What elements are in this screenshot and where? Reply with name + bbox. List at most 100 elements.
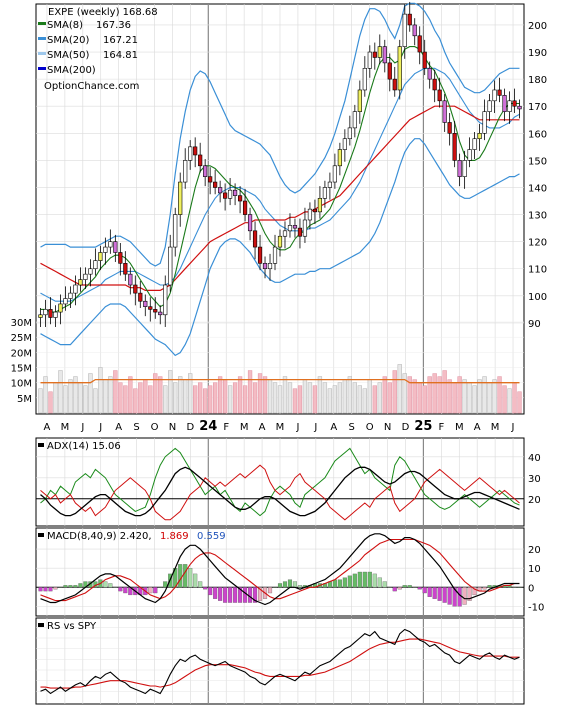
macd-histogram-bar xyxy=(452,587,457,607)
legend-swatch-sma200 xyxy=(38,67,46,70)
macd-histogram-bar xyxy=(297,585,303,588)
macd-histogram-bar xyxy=(103,581,108,588)
candle-body xyxy=(482,111,487,134)
volume-bar xyxy=(247,370,253,414)
macd-histogram-bar xyxy=(487,585,492,588)
volume-bar xyxy=(58,370,63,414)
candle-body xyxy=(143,300,148,307)
candle-body xyxy=(203,165,208,177)
candle-body xyxy=(277,235,283,248)
volume-bar xyxy=(492,379,497,414)
macd-hist-value: 0.559 xyxy=(197,531,226,542)
candle-body xyxy=(158,311,163,316)
candle-body xyxy=(73,284,78,294)
candle-body xyxy=(297,227,303,237)
legend-swatch-sma20 xyxy=(38,37,46,40)
candle-body xyxy=(462,160,467,177)
macd-tick-label: 0 xyxy=(528,583,534,594)
macd-histogram-bar xyxy=(442,587,447,603)
x-tick-label: 25 xyxy=(414,419,432,434)
macd-histogram-bar xyxy=(482,587,487,590)
candle-body xyxy=(432,78,437,91)
macd-histogram-bar xyxy=(402,585,407,588)
volume-tick-label: 10M xyxy=(11,379,32,390)
candle-body xyxy=(183,160,188,183)
price-tick-label: 130 xyxy=(528,211,547,222)
volume-bar xyxy=(477,379,482,414)
candle-body xyxy=(307,208,313,221)
volume-bar xyxy=(462,379,467,414)
volume-bars xyxy=(38,364,522,414)
macd-tick-label: 10 xyxy=(528,564,541,575)
macd-histogram-bar xyxy=(417,587,422,590)
legend-sma50-name: SMA(50) xyxy=(47,50,89,61)
volume-bar xyxy=(138,382,143,414)
candle-body xyxy=(407,13,412,26)
volume-bar xyxy=(173,382,178,414)
x-tick-label: O xyxy=(366,422,374,433)
candle-body xyxy=(312,208,318,213)
price-tick-label: 90 xyxy=(528,319,541,330)
legend-sma8-value: 167.36 xyxy=(96,20,131,31)
candle-body xyxy=(123,263,128,275)
macd-histogram-bar xyxy=(272,587,278,588)
candle-body xyxy=(502,95,507,112)
candle-body xyxy=(163,284,168,316)
volume-bar xyxy=(252,382,258,414)
volume-bar xyxy=(207,385,213,414)
volume-bar xyxy=(88,373,93,414)
candle-body xyxy=(232,189,238,196)
candle-body xyxy=(98,252,103,261)
x-tick-label: A xyxy=(44,422,51,433)
adx-tick-label: 40 xyxy=(528,453,541,464)
volume-bar xyxy=(282,376,288,414)
macd-histogram-bar xyxy=(188,568,193,588)
volume-bar xyxy=(422,385,427,414)
candle-body xyxy=(48,309,53,318)
macd-signal-line xyxy=(40,538,520,602)
macd-histogram-bar xyxy=(257,587,263,601)
volume-ma-line xyxy=(40,378,520,384)
volume-bar xyxy=(507,388,512,414)
volume-bar xyxy=(133,388,138,414)
volume-bar xyxy=(327,388,333,414)
candle-body xyxy=(457,160,462,177)
macd-histogram-bar xyxy=(118,587,123,592)
x-tick-label: S xyxy=(349,422,355,433)
macd-line xyxy=(40,533,520,606)
volume-bar xyxy=(222,379,228,414)
x-tick-label: M xyxy=(61,422,70,433)
macd-tick-label: 20 xyxy=(528,545,541,556)
macd-histogram-bar xyxy=(58,587,63,588)
x-tick-label: O xyxy=(151,422,159,433)
macd-histogram-bar xyxy=(337,579,342,588)
volume-bar xyxy=(103,379,108,414)
macd-histogram-bar xyxy=(163,581,168,588)
macd-histogram-bar xyxy=(108,583,113,588)
price-tick-label: 100 xyxy=(528,292,547,303)
candle-body xyxy=(108,241,113,248)
legend-swatch-sma50 xyxy=(38,52,46,55)
candle-body xyxy=(507,100,512,112)
macd-histogram-bar xyxy=(472,587,477,596)
candle-body xyxy=(447,122,452,134)
macd-histogram-bar xyxy=(267,587,273,594)
volume-bar xyxy=(257,373,263,414)
adx-line xyxy=(40,466,520,517)
volume-bar xyxy=(262,376,268,414)
macd-histogram-bar xyxy=(287,579,293,588)
volume-tick-label: 5M xyxy=(17,394,32,405)
macd-tick-label: -10 xyxy=(528,602,544,613)
volume-bar xyxy=(297,385,303,414)
candle-body xyxy=(228,189,233,199)
grid-layer xyxy=(36,4,524,704)
candle-body xyxy=(247,214,253,232)
volume-bar xyxy=(242,385,248,414)
macd-histogram-bar xyxy=(397,587,402,590)
volume-bar xyxy=(452,382,457,414)
candle-body xyxy=(377,46,382,58)
volume-bar xyxy=(447,379,452,414)
volume-bar xyxy=(227,385,233,414)
candle-body xyxy=(397,46,402,91)
volume-bar xyxy=(357,385,362,414)
